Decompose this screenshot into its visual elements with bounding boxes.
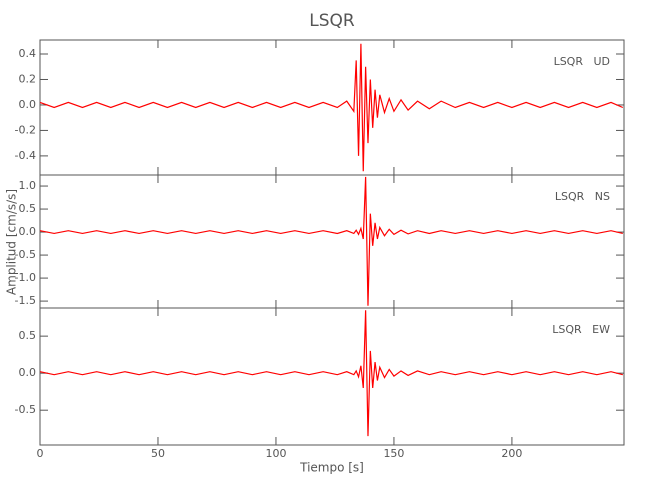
y-tick-label: 0.2 xyxy=(19,72,37,85)
waveform xyxy=(39,310,623,437)
x-tick-label: 200 xyxy=(501,447,522,460)
y-tick-label: 1.0 xyxy=(19,179,37,192)
panel-frame xyxy=(39,307,625,446)
y-axis-label: Amplitud [cm/s/s] xyxy=(5,189,19,295)
y-tick-label: 0.0 xyxy=(19,98,37,111)
y-tick-label: -1.5 xyxy=(15,294,36,307)
x-tick-label: 50 xyxy=(151,447,165,460)
x-axis-label: Tiempo [s] xyxy=(299,461,364,475)
panel-frame xyxy=(39,174,625,309)
y-tick-label: 0.5 xyxy=(19,202,37,215)
trace-label: LSQR UD xyxy=(554,55,610,68)
waveform xyxy=(39,43,624,172)
waveform xyxy=(39,176,623,306)
y-tick-label: -0.5 xyxy=(15,248,36,261)
y-tick-label: 0.0 xyxy=(19,366,37,379)
chart-title: LSQR xyxy=(309,11,355,31)
y-tick-label: -0.2 xyxy=(15,123,36,136)
trace-label: LSQR EW xyxy=(552,323,610,336)
x-tick-label: 0 xyxy=(37,447,44,460)
y-tick-label: 0.5 xyxy=(19,329,37,342)
y-tick-label: 0.0 xyxy=(19,225,37,238)
y-tick-label: -1.0 xyxy=(15,271,36,284)
x-tick-label: 150 xyxy=(383,447,404,460)
y-tick-label: 0.4 xyxy=(19,47,37,60)
trace-label: LSQR NS xyxy=(555,190,610,203)
y-tick-label: -0.4 xyxy=(15,149,36,162)
x-tick-label: 100 xyxy=(265,447,286,460)
y-tick-label: -0.5 xyxy=(15,403,36,416)
panel-frame xyxy=(39,39,625,176)
